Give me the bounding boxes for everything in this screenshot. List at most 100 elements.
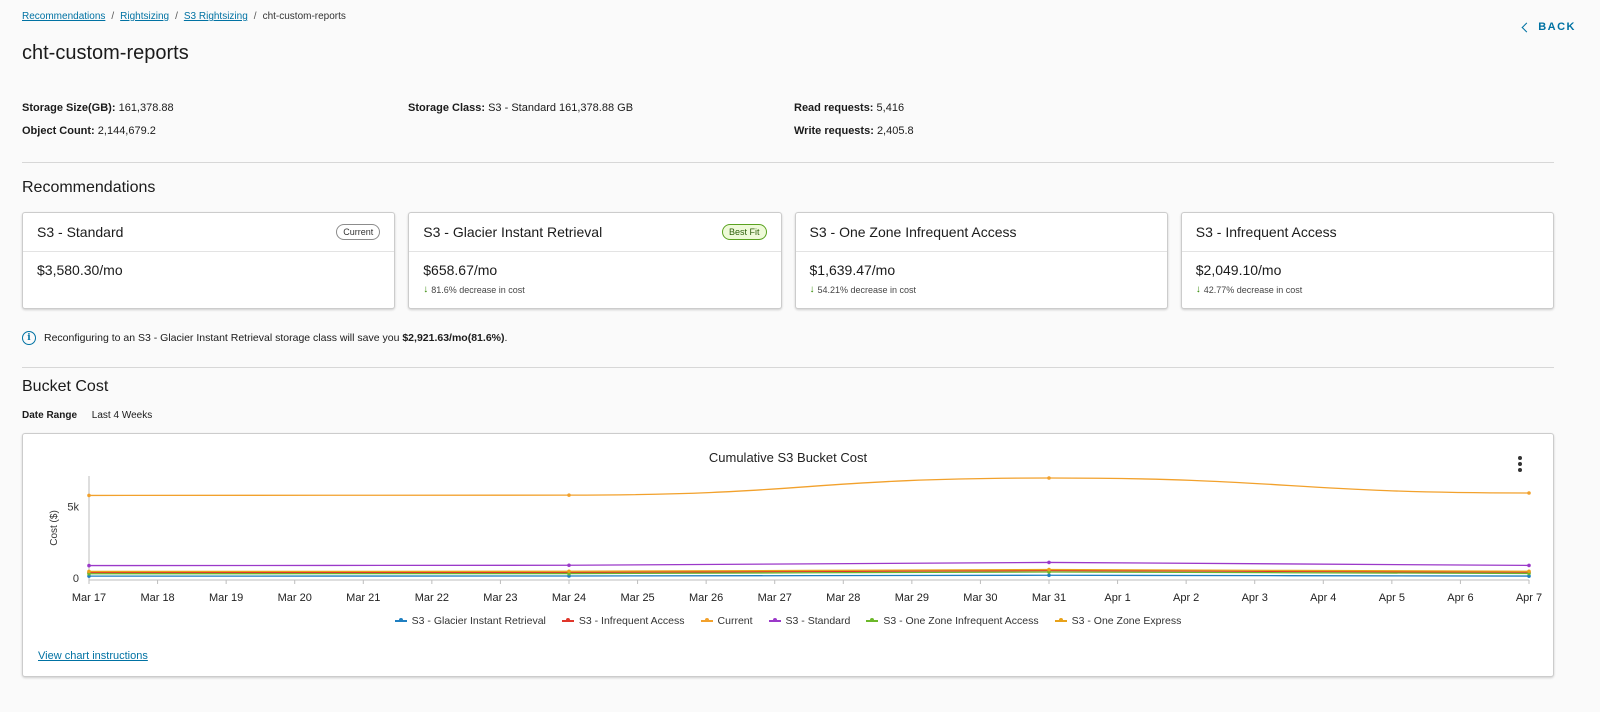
y-tick-label: 5k — [67, 502, 79, 514]
card-title: S3 - Standard — [37, 224, 124, 240]
legend-item[interactable]: S3 - Standard — [768, 615, 851, 627]
read-requests-label: Read requests: — [794, 102, 874, 114]
series-line-s3-standard — [88, 561, 1530, 567]
breadcrumb-separator: / — [253, 11, 257, 22]
storage-size: Storage Size(GB): 161,378.88 — [22, 102, 174, 114]
legend-label: S3 - Glacier Instant Retrieval — [411, 615, 546, 627]
arrow-down-icon: ↓ — [423, 284, 429, 295]
chart-legend: S3 - Glacier Instant Retrieval S3 - Infre… — [23, 615, 1553, 627]
date-range: Date Range Last 4 Weeks — [22, 410, 152, 421]
data-point-s3-one-zone-express — [567, 569, 571, 574]
card-body: $3,580.30/mo — [23, 252, 394, 288]
x-tick-label: Mar 20 — [278, 592, 312, 604]
cost-delta-text: 54.21% decrease in cost — [817, 284, 917, 295]
x-tick-label: Mar 26 — [689, 592, 723, 604]
card-title: S3 - Glacier Instant Retrieval — [423, 224, 603, 240]
x-tick-label: Mar 27 — [758, 592, 792, 604]
breadcrumb-separator: / — [111, 11, 115, 22]
breadcrumb-rightsizing[interactable]: Rightsizing — [120, 11, 170, 22]
view-chart-instructions-link[interactable]: View chart instructions — [38, 650, 148, 662]
back-button[interactable]: BACK — [1521, 21, 1576, 33]
legend-swatch-icon — [700, 618, 713, 622]
cost-delta: ↓ 42.77% decrease in cost — [1196, 284, 1539, 295]
legend-label: S3 - One Zone Infrequent Access — [883, 615, 1039, 627]
arrow-down-icon: ↓ — [809, 284, 815, 295]
savings-text-after: . — [504, 332, 508, 344]
savings-info: i Reconfiguring to an S3 - Glacier Insta… — [22, 331, 507, 345]
breadcrumb-s3-rightsizing[interactable]: S3 Rightsizing — [183, 11, 248, 22]
data-point-s3-one-zone-express — [1527, 569, 1531, 574]
recommendation-card-s3-standard[interactable]: S3 - Standard Current $3,580.30/mo — [22, 212, 396, 309]
data-point-s3-standard — [567, 563, 571, 568]
date-range-value[interactable]: Last 4 Weeks — [91, 410, 153, 421]
object-count-value: 2,144,679.2 — [97, 125, 156, 137]
legend-item[interactable]: S3 - Glacier Instant Retrieval — [394, 615, 546, 627]
cost-delta: ↓ 54.21% decrease in cost — [810, 284, 1153, 295]
x-tick-label: Mar 23 — [483, 592, 517, 604]
x-tick-label: Mar 31 — [1032, 592, 1066, 604]
legend-swatch-icon — [394, 618, 407, 622]
card-title: S3 - Infrequent Access — [1195, 224, 1337, 240]
date-range-label: Date Range — [22, 410, 78, 421]
x-tick-label: Mar 18 — [140, 592, 174, 604]
x-tick-label: Mar 28 — [826, 592, 860, 604]
storage-class: Storage Class: S3 - Standard 161,378.88 … — [408, 102, 633, 114]
legend-swatch-icon — [1054, 618, 1067, 622]
series-line-s3-one-zone-infrequent-access — [88, 571, 1530, 575]
legend-label: S3 - Standard — [785, 615, 851, 627]
legend-item[interactable]: S3 - One Zone Express — [1054, 615, 1182, 627]
card-body: $2,049.10/mo ↓ 42.77% decrease in cost — [1182, 252, 1553, 305]
x-tick-label: Mar 24 — [552, 592, 586, 604]
chevron-left-icon — [1521, 22, 1532, 32]
card-price: $1,639.47/mo — [809, 262, 896, 278]
object-count: Object Count: 2,144,679.2 — [22, 125, 156, 137]
x-tick-label: Apr 2 — [1173, 592, 1199, 604]
breadcrumb: Recommendations / Rightsizing / S3 Right… — [22, 11, 346, 22]
data-point-s3-standard — [1527, 563, 1531, 568]
legend-item[interactable]: S3 - Infrequent Access — [561, 615, 685, 627]
x-tick-label: Mar 19 — [209, 592, 243, 604]
series-line-current — [88, 477, 1530, 497]
divider — [22, 162, 1554, 163]
legend-label: Current — [717, 615, 753, 627]
recommendation-card-glacier-instant-retrieval[interactable]: S3 - Glacier Instant Retrieval Best Fit … — [408, 212, 782, 309]
legend-item[interactable]: S3 - One Zone Infrequent Access — [866, 615, 1039, 627]
read-requests-value: 5,416 — [876, 102, 905, 114]
legend-label: S3 - Infrequent Access — [578, 615, 685, 627]
data-point-s3-standard — [1047, 560, 1051, 565]
card-header: S3 - One Zone Infrequent Access — [795, 213, 1167, 252]
read-requests: Read requests: 5,416 — [794, 102, 904, 114]
recommendation-card-infrequent-access[interactable]: S3 - Infrequent Access $2,049.10/mo ↓ 42… — [1180, 212, 1554, 309]
x-tick-label: Apr 1 — [1104, 592, 1130, 604]
data-point-s3-standard — [87, 563, 91, 568]
legend-swatch-icon — [866, 618, 879, 622]
recommendation-card-one-zone-infrequent-access[interactable]: S3 - One Zone Infrequent Access $1,639.4… — [794, 212, 1168, 309]
storage-class-label: Storage Class: — [408, 102, 486, 114]
card-price: $3,580.30/mo — [37, 262, 123, 278]
x-tick-label: Mar 22 — [415, 592, 449, 604]
breadcrumb-recommendations[interactable]: Recommendations — [22, 11, 106, 22]
card-title: S3 - One Zone Infrequent Access — [809, 224, 1017, 240]
best-fit-badge: Best Fit — [721, 224, 767, 240]
chart-menu-icon[interactable] — [1517, 456, 1523, 472]
data-point-s3-one-zone-express — [1047, 567, 1051, 572]
cost-delta: ↓ 81.6% decrease in cost — [423, 284, 766, 295]
card-header: S3 - Standard Current — [23, 213, 395, 252]
write-requests-value: 2,405.8 — [876, 125, 914, 137]
chart-title: Cumulative S3 Bucket Cost — [708, 450, 868, 465]
legend-label: S3 - One Zone Express — [1071, 615, 1182, 627]
breadcrumb-current: cht-custom-reports — [262, 11, 346, 22]
savings-text-before: Reconfiguring to an S3 - Glacier Instant… — [44, 332, 403, 344]
current-badge: Current — [336, 224, 381, 240]
cost-delta-text: 81.6% decrease in cost — [431, 284, 525, 295]
page-title: cht-custom-reports — [22, 42, 189, 64]
series-line-s3-glacier-instant-retrieval — [88, 574, 1530, 577]
arrow-down-icon: ↓ — [1195, 284, 1201, 295]
legend-item[interactable]: Current — [700, 615, 753, 627]
y-axis-label: Cost ($) — [49, 510, 60, 546]
y-tick-label: 0 — [73, 573, 79, 585]
card-header: S3 - Glacier Instant Retrieval Best Fit — [409, 213, 781, 252]
data-point-current — [1047, 476, 1051, 480]
data-point-s3-one-zone-express — [87, 569, 91, 574]
x-tick-label: Apr 4 — [1310, 592, 1336, 604]
